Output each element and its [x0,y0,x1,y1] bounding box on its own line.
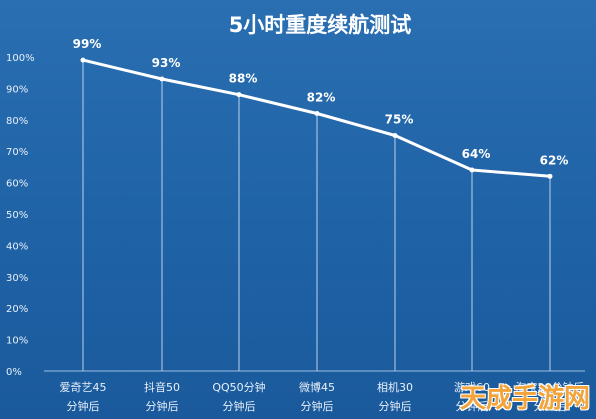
data-labels: 99% 93% 88% 82% 75% 64% 62% [73,37,569,167]
x-tick-label: 淘宝20分钟后 [516,380,585,394]
x-tick-label: 分钟后 [301,399,334,413]
data-label: 88% [229,72,258,86]
y-tick-label: 10% [6,336,28,347]
data-point [469,167,475,173]
data-label: 82% [307,91,336,105]
x-axis-ticks: 爱奇艺45分钟后抖音50分钟后QQ50分钟分钟后微博45分钟后相机30分钟后游戏… [60,380,585,413]
data-point [547,173,553,179]
data-point [80,57,86,63]
watermark-logo: 天成手游网 [459,384,590,414]
x-tick-label: 游戏60 [454,381,490,394]
data-point [392,133,398,138]
y-tick-label: 100% [6,53,35,64]
data-label: 93% [152,56,181,70]
x-tick-label: 抖音50 [144,380,180,394]
data-point [236,92,242,98]
data-label: 64% [462,147,491,161]
x-tick-label: QQ50分钟 [212,380,265,394]
data-points [80,57,553,179]
y-tick-label: 20% [6,304,28,315]
data-point [159,76,165,82]
data-label: 75% [385,113,414,127]
y-axis-ticks: 0% 10% 20% 30% 40% 50% 60% 70% 80% 90% 100% [6,53,35,378]
y-tick-label: 90% [6,84,28,95]
data-label: 62% [540,153,569,167]
x-tick-label: 分钟后 [223,399,256,413]
y-tick-label: 30% [6,273,28,284]
y-tick-label: 50% [6,210,28,221]
y-tick-label: 80% [6,116,28,127]
x-tick-label: 分钟后 [379,399,412,413]
y-tick-label: 70% [6,147,28,158]
y-tick-label: 0% [6,367,22,378]
x-tick-label: 分钟后 [534,399,567,413]
category-guide-lines [82,60,551,371]
chart-title: 5小时重度续航测试 [229,13,412,37]
y-tick-label: 40% [6,241,28,252]
x-tick-label: 分钟后 [67,399,100,413]
x-tick-label: 爱奇艺45 [60,381,107,394]
x-tick-label: 分钟后 [146,399,179,413]
x-tick-label: 分钟后 [456,399,489,413]
x-tick-label: 相机30 [377,380,413,394]
x-tick-label: 微博45 [299,380,335,394]
data-point [314,111,320,117]
data-label: 99% [73,37,102,51]
y-tick-label: 60% [6,179,28,190]
